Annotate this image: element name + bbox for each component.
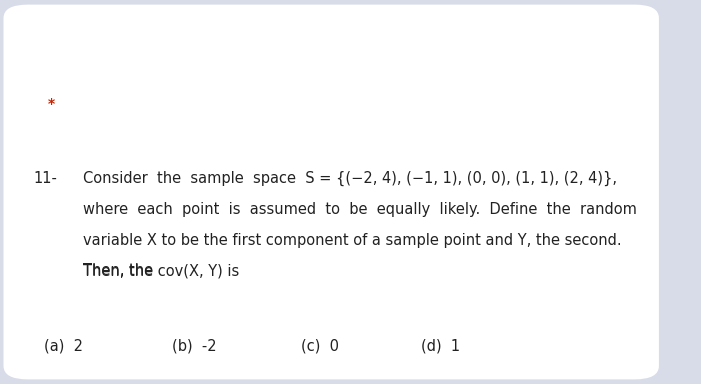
Text: variable X to be the first component of a sample point and Y, the second.: variable X to be the first component of … (83, 232, 621, 248)
Text: (d)  1: (d) 1 (421, 338, 460, 353)
Text: 11-: 11- (34, 171, 57, 186)
Text: Consider  the  sample  space  S = {(−2, 4), (−1, 1), (0, 0), (1, 1), (2, 4)},: Consider the sample space S = {(−2, 4), … (83, 171, 617, 186)
Text: where  each  point  is  assumed  to  be  equally  likely.  Define  the  random: where each point is assumed to be equall… (83, 202, 637, 217)
FancyBboxPatch shape (4, 5, 659, 379)
Text: (a)  2: (a) 2 (44, 338, 83, 353)
Text: Then, the: Then, the (83, 263, 158, 278)
Text: Then, the cov(X, Y) is: Then, the cov(X, Y) is (83, 263, 239, 278)
Text: *: * (48, 97, 55, 111)
Text: (b)  -2: (b) -2 (172, 338, 217, 353)
Text: (c)  0: (c) 0 (301, 338, 339, 353)
